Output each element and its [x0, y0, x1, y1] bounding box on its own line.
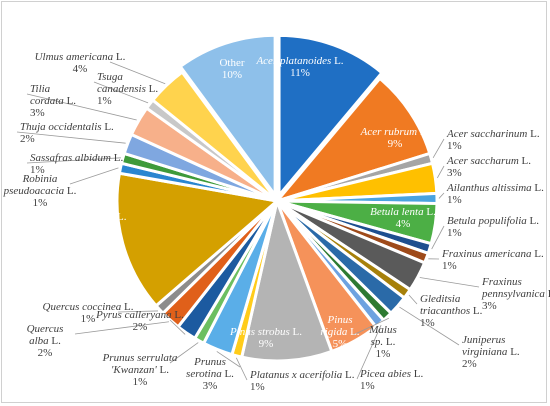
leader-lines [16, 61, 480, 381]
leader-line [69, 167, 119, 185]
slice-label-ulmus-americana-l: Ulmus americana L. 4% [35, 51, 126, 75]
leader-line [235, 357, 248, 381]
slice-label-tilia-cordata-l: Tilia cordata L. 3% [30, 83, 76, 119]
slice-label-acer-platanoides-l: Acer platanoides L. 11% [255, 55, 343, 79]
slice-label-fraxinus-americana-l: Fraxinus americana L. 1% [441, 248, 544, 272]
slice-label-prunus-serrulata-kwanzan-l: Prunus serrulata 'Kwanzan' L. 1% [102, 352, 178, 388]
leader-line [74, 321, 170, 335]
slice-label-other: Other 10% [219, 57, 244, 81]
slice-label-robinia-pseudoacacia-l: Robinia pseudoacacia L. 1% [3, 173, 77, 209]
slice-label-platanus-x-acerifolia-l: Platanus x acerifolia L. 1% [249, 369, 355, 393]
slice-label-sassafras-albidum-l: Sassafras albidum L. 1% [30, 152, 123, 176]
slice-label-acer-saccharinum-l: Acer saccharinum L. 1% [446, 128, 540, 152]
slice-labels: Acer platanoides L. 11% Acer rubrum L. 9% Ac… [3, 51, 550, 393]
leader-line [109, 61, 166, 85]
slice-label-acer-saccharum-l: Acer saccharum L. 3% [446, 155, 531, 179]
slice-label-pinus-rigida-l: Pinus rigida L. 5% [320, 314, 359, 350]
slice-label-malus-sp: Malus sp. L. 1% [368, 324, 397, 360]
slice-label-quercus-alba-l: Quercus alba L. 2% [27, 323, 64, 359]
slice-label-betula-lenta-l: Betula lenta L. 4% [370, 206, 436, 230]
leader-line [26, 93, 137, 121]
leader-line [408, 294, 418, 305]
leader-line [16, 131, 126, 144]
leader-line [169, 319, 186, 335]
slice-label-prunus-serotina-l: Prunus serotina L. 3% [186, 356, 234, 392]
leader-line [26, 157, 121, 164]
pie-slices [115, 33, 439, 363]
pie-slice-pinus-strobus-l [239, 195, 334, 363]
slice-label-betula-populifolia-l: Betula populifolia L. 1% [447, 215, 539, 239]
pie-slice-other [178, 33, 277, 200]
slice-label-pinus-strobus-l: Pinus strobus L. 9% [229, 326, 302, 350]
pie-slice-acer-platanoides-l [277, 33, 385, 200]
leader-line [216, 351, 241, 368]
slice-label-pyrus-calleryana-l: Pyrus calleryana L. 2% [95, 309, 184, 333]
slice-label-picea-abies-l: Picea abies L. 1% [359, 368, 423, 392]
slice-label-ailanthus-altissima-l: Ailanthus altissima L. 1% [446, 182, 544, 206]
slice-label-quercus-coccinea-l: Quercus coccinea L. 1% [43, 301, 134, 325]
leader-line [117, 310, 159, 313]
leader-line [93, 81, 149, 104]
pie-slice-quercus-rubra-l [115, 171, 281, 308]
slice-label-tsuga-canadensis-l: Tsuga canadensis L. 1% [97, 71, 158, 107]
leader-line [437, 165, 445, 179]
leader-line [399, 306, 460, 346]
leader-line [169, 342, 199, 364]
slice-label-juniperus-virginiana-l: Juniperus virginiana L. 2% [462, 334, 520, 370]
leader-line [352, 317, 389, 336]
leader-line [419, 277, 480, 288]
slice-label-gleditsia-triacanthos-l: Gleditsia triacanthos L. 1% [420, 293, 483, 329]
pie-slice-acer-rubrum-l [272, 76, 432, 204]
leader-line [431, 225, 445, 250]
slice-label-thuja-occidentalis-l: Thuja occidentalis L. 2% [20, 121, 114, 145]
leader-line [432, 138, 445, 159]
leader-line [356, 324, 382, 380]
leader-line [438, 192, 445, 199]
pie-slice-ulmus-americana-l [150, 70, 279, 203]
slice-label-acer-rubrum-l: Acer rubrum L. 9% [360, 126, 430, 150]
slice-label-quercus-rubra-l: Quercus rubra L. 14% [50, 211, 127, 235]
